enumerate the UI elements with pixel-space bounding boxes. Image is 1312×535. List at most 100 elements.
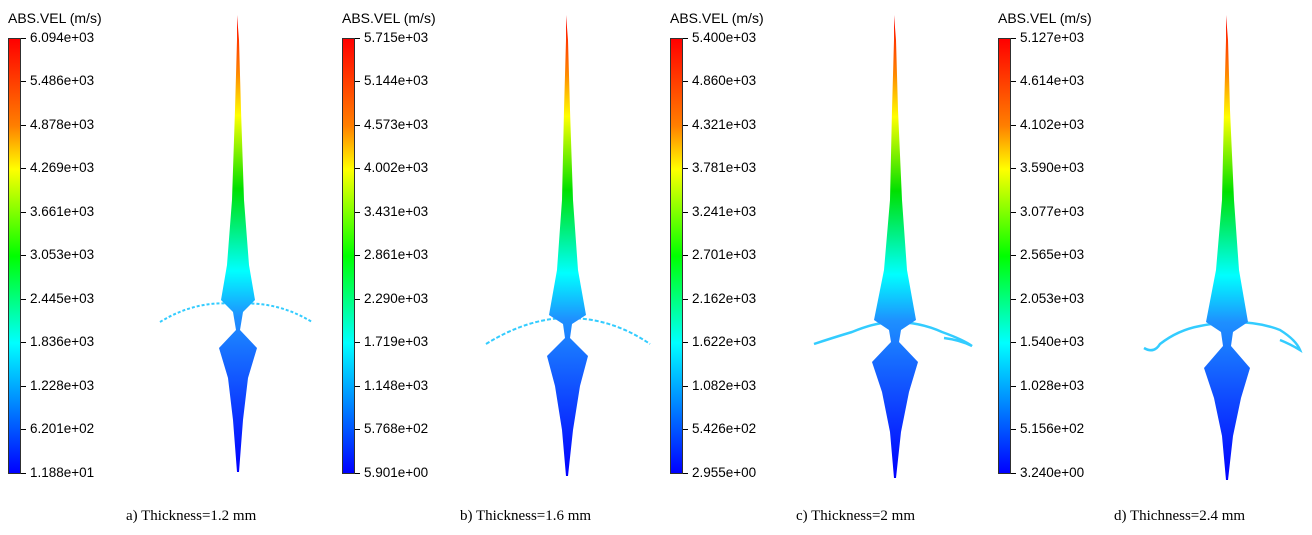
tick-label: 3.053e+03 [30, 247, 95, 262]
tick-label: 3.240e+00 [1020, 465, 1085, 480]
tick-mark [1011, 342, 1016, 343]
tick-label: 3.781e+03 [692, 160, 757, 175]
tick-mark [21, 342, 26, 343]
tick-mark [1011, 473, 1016, 474]
tick-label: 5.768e+02 [364, 421, 429, 436]
tick-mark [21, 429, 26, 430]
tick-label: 3.590e+03 [1020, 160, 1085, 175]
colorbar [342, 38, 355, 474]
tick-mark [683, 429, 688, 430]
tick-label: 4.269e+03 [30, 160, 95, 175]
jet-plot [1143, 15, 1303, 480]
jet-wing [813, 320, 973, 348]
tick-mark [21, 38, 26, 39]
tick-mark [683, 386, 688, 387]
tick-label: 2.445e+03 [30, 291, 95, 306]
legend-title: ABS.VEL (m/s) [342, 10, 436, 26]
tick-mark [21, 168, 26, 169]
tick-mark [683, 255, 688, 256]
tick-label: 2.955e+00 [692, 465, 757, 480]
tick-label: 5.127e+03 [1020, 30, 1085, 45]
tick-mark [355, 125, 360, 126]
tick-label: 4.614e+03 [1020, 73, 1085, 88]
tick-label: 1.622e+03 [692, 334, 757, 349]
tick-mark [683, 342, 688, 343]
tick-label: 5.426e+02 [692, 421, 757, 436]
tick-label: 4.321e+03 [692, 117, 757, 132]
tick-label: 1.082e+03 [692, 378, 757, 393]
panel-a: ABS.VEL (m/s) 6.094e+03 5.486e+03 4.878e… [0, 0, 328, 535]
tick-label: 5.400e+03 [692, 30, 757, 45]
tick-mark [1011, 212, 1016, 213]
tick-label: 4.002e+03 [364, 160, 429, 175]
tick-label: 4.860e+03 [692, 73, 757, 88]
tick-label: 2.565e+03 [1020, 247, 1085, 262]
tick-mark [21, 212, 26, 213]
jet-plot [485, 15, 651, 476]
tick-mark [1011, 168, 1016, 169]
tick-mark [683, 168, 688, 169]
jet-plot [813, 15, 973, 478]
tick-mark [21, 125, 26, 126]
tick-label: 5.156e+02 [1020, 421, 1085, 436]
legend-title: ABS.VEL (m/s) [998, 10, 1092, 26]
jet-body [872, 15, 918, 478]
tick-mark [355, 81, 360, 82]
tick-label: 3.431e+03 [364, 204, 429, 219]
panel-c: ABS.VEL (m/s) 5.400e+03 4.860e+03 4.321e… [662, 0, 990, 535]
jet-plot [159, 15, 313, 472]
caption: c) Thickness=2 mm [796, 508, 915, 524]
tick-label: 6.201e+02 [30, 421, 95, 436]
tick-label: 1.836e+03 [30, 334, 95, 349]
caption: b) Thickness=1.6 mm [460, 508, 592, 524]
tick-label: 6.094e+03 [30, 30, 95, 45]
panel-b: ABS.VEL (m/s) 5.715e+03 5.144e+03 4.573e… [334, 0, 662, 535]
legend-title: ABS.VEL (m/s) [670, 10, 764, 26]
tick-mark [1011, 299, 1016, 300]
tick-mark [21, 81, 26, 82]
jet-body [219, 15, 257, 472]
tick-mark [683, 81, 688, 82]
tick-mark [1011, 255, 1016, 256]
tick-mark [21, 299, 26, 300]
colorbar [8, 38, 21, 474]
tick-label: 1.148e+03 [364, 378, 429, 393]
tick-mark [355, 429, 360, 430]
tick-mark [355, 342, 360, 343]
tick-label: 5.901e+00 [364, 465, 429, 480]
tick-label: 4.878e+03 [30, 117, 95, 132]
legend-title: ABS.VEL (m/s) [8, 10, 102, 26]
tick-mark [683, 125, 688, 126]
tick-label: 5.144e+03 [364, 73, 429, 88]
tick-label: 4.102e+03 [1020, 117, 1085, 132]
tick-mark [1011, 81, 1016, 82]
tick-label: 1.188e+01 [30, 465, 95, 480]
tick-mark [355, 255, 360, 256]
tick-mark [683, 212, 688, 213]
colorbar [670, 38, 683, 474]
tick-label: 5.715e+03 [364, 30, 429, 45]
tick-mark [683, 473, 688, 474]
caption: d) Thichness=2.4 mm [1114, 508, 1246, 524]
tick-mark [355, 212, 360, 213]
colorbar [998, 38, 1011, 474]
panel-d: ABS.VEL (m/s) 5.127e+03 4.614e+03 4.102e… [990, 0, 1312, 535]
tick-mark [21, 255, 26, 256]
tick-label: 2.162e+03 [692, 291, 757, 306]
tick-label: 2.861e+03 [364, 247, 429, 262]
tick-label: 2.701e+03 [692, 247, 757, 262]
tick-label: 1.028e+03 [1020, 378, 1085, 393]
tick-label: 3.077e+03 [1020, 204, 1085, 219]
tick-label: 1.540e+03 [1020, 334, 1085, 349]
tick-mark [683, 299, 688, 300]
tick-mark [683, 38, 688, 39]
tick-label: 1.228e+03 [30, 378, 95, 393]
tick-mark [355, 168, 360, 169]
tick-label: 2.053e+03 [1020, 291, 1085, 306]
tick-label: 1.719e+03 [364, 334, 429, 349]
tick-label: 2.290e+03 [364, 291, 429, 306]
jet-body [1204, 15, 1250, 480]
tick-mark [355, 299, 360, 300]
tick-mark [21, 473, 26, 474]
